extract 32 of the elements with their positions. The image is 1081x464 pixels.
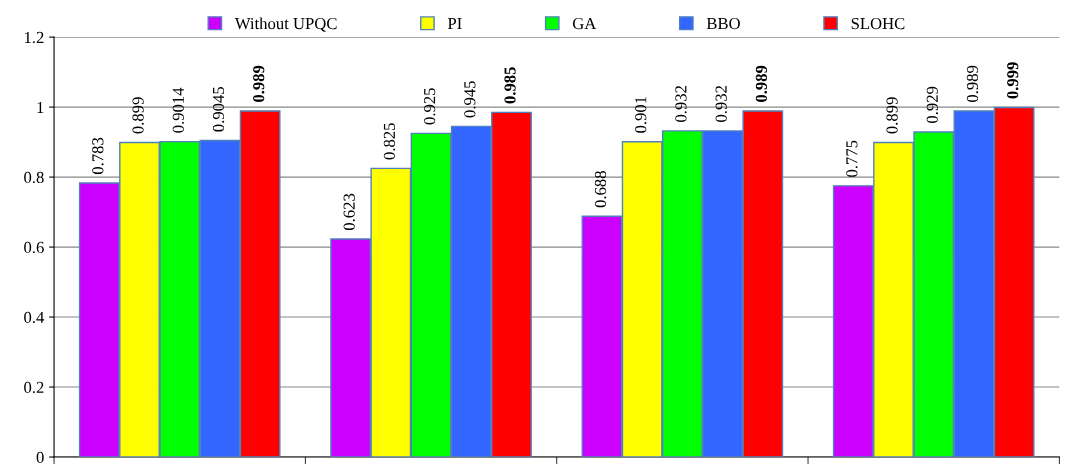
legend-label: BBO bbox=[706, 17, 740, 30]
y-tick-label: 1 bbox=[37, 101, 44, 113]
data-label: 0.925 bbox=[423, 88, 436, 125]
y-tick-label: 0.6 bbox=[24, 241, 44, 254]
data-label: 0.623 bbox=[343, 193, 355, 231]
data-label: 0.932 bbox=[675, 85, 687, 122]
y-tick-label: 0.2 bbox=[24, 381, 44, 394]
y-tick-label: 1.2 bbox=[24, 31, 44, 44]
data-label: 0.825 bbox=[383, 123, 396, 160]
data-label: 0.932 bbox=[715, 85, 727, 122]
data-label: 0.9014 bbox=[172, 87, 184, 133]
y-tick-label: 0.8 bbox=[24, 171, 44, 184]
legend-label: GA bbox=[572, 17, 597, 30]
data-label: 0.688 bbox=[594, 171, 607, 208]
y-tick-label: 0.4 bbox=[24, 311, 45, 324]
data-label: 0.945 bbox=[464, 81, 476, 118]
data-label: 0.775 bbox=[846, 140, 858, 177]
data-label: 0.929 bbox=[926, 86, 938, 123]
data-label: 0.783 bbox=[92, 137, 104, 175]
data-label: 0.999 bbox=[1007, 62, 1019, 99]
legend-label: PI bbox=[447, 18, 462, 29]
data-label: 0.989 bbox=[755, 65, 768, 102]
legend-label: SLOHC bbox=[851, 17, 905, 30]
legend-label: Without UPQC bbox=[234, 17, 337, 32]
data-label: 0.985 bbox=[504, 67, 516, 104]
data-label: 0.989 bbox=[966, 65, 979, 102]
data-label: 0.899 bbox=[132, 97, 144, 134]
data-label: 0.899 bbox=[886, 97, 898, 134]
data-label: 0.9045 bbox=[212, 87, 225, 132]
y-tick-label: 0 bbox=[36, 451, 44, 463]
data-label: 0.901 bbox=[635, 96, 647, 133]
data-label: 0.989 bbox=[253, 65, 265, 102]
